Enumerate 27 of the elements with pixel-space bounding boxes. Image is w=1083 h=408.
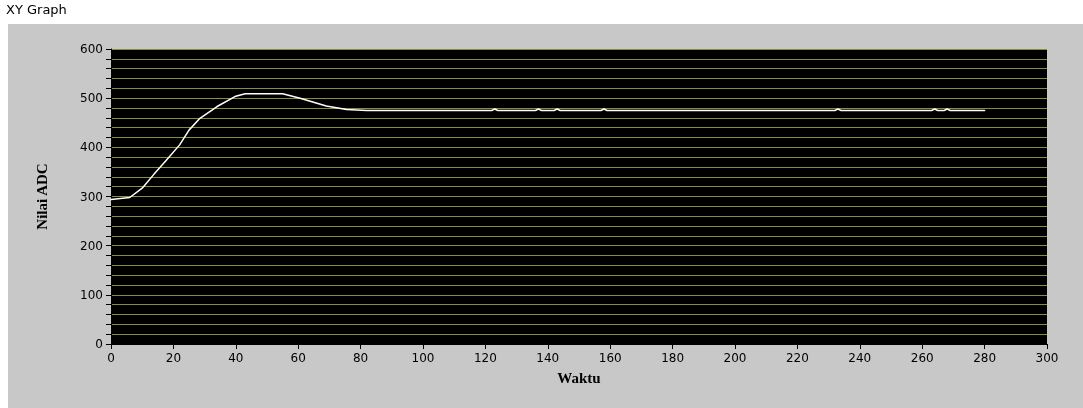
y-tick-label: 500 xyxy=(80,91,103,106)
y-tick-label: 600 xyxy=(80,42,103,56)
x-tick-label: 20 xyxy=(165,351,182,365)
y-tick-label: 200 xyxy=(80,238,103,253)
y-axis-title: Nilai ADC xyxy=(33,163,50,230)
x-tick-label: 180 xyxy=(661,351,685,365)
x-tick-label: 60 xyxy=(290,351,306,365)
y-tick-label: 100 xyxy=(80,287,103,302)
x-tick-label: 140 xyxy=(536,351,560,365)
x-tick-label: 120 xyxy=(473,351,497,365)
x-tick-label: 280 xyxy=(973,351,997,365)
y-tick-label: 0 xyxy=(95,337,103,351)
x-tick-label: 200 xyxy=(723,351,747,365)
y-tick-label: 400 xyxy=(80,140,103,155)
y-tick-label: 300 xyxy=(80,189,103,204)
x-tick-label: 220 xyxy=(785,351,809,365)
line-series xyxy=(110,92,986,201)
x-tick-label: 260 xyxy=(910,351,934,365)
x-tick-label: 80 xyxy=(352,351,369,365)
x-tick-label: 160 xyxy=(598,351,622,365)
x-tick-label: 300 xyxy=(1035,351,1059,365)
chart-title: XY Graph xyxy=(6,2,67,19)
x-tick-label: 0 xyxy=(107,351,115,365)
x-tick-label: 240 xyxy=(848,351,872,365)
x-axis-title: Waktu xyxy=(557,369,601,386)
x-tick-label: 40 xyxy=(228,351,244,365)
x-tick-label: 100 xyxy=(411,351,435,365)
